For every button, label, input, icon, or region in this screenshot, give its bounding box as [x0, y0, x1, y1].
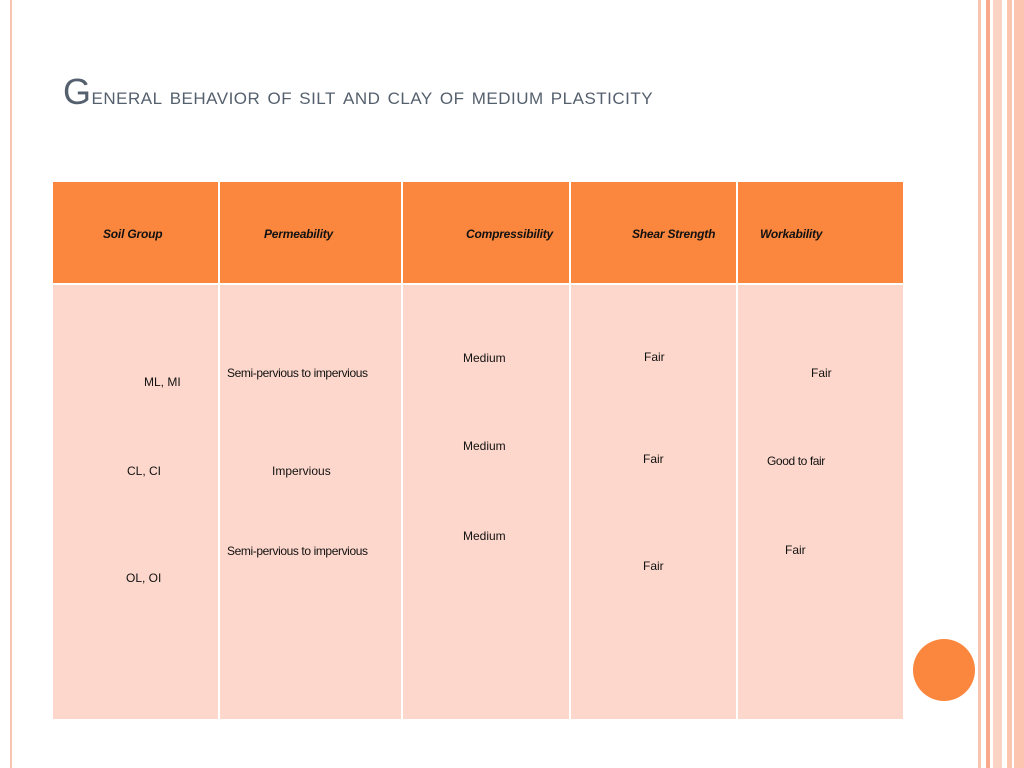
header-cell-soil-group: Soil Group — [51, 180, 220, 285]
header-cell-compressibility: Compressibility — [401, 180, 571, 285]
table-header-row: Soil Group Permeability Compressibility … — [51, 180, 905, 285]
permeability-ol-oi: Semi-pervious to impervious — [227, 544, 368, 558]
header-workability: Workability — [760, 227, 823, 241]
table-row: ML, MI CL, CI OL, OI Semi-pervious to im… — [51, 283, 905, 721]
permeability-cl-ci: Impervious — [272, 464, 331, 478]
soil-group-cell: ML, MI CL, CI OL, OI — [51, 283, 220, 721]
header-cell-shear-strength: Shear Strength — [569, 180, 738, 285]
title-initial: G — [63, 71, 92, 112]
workability-ml-mi: Fair — [811, 366, 832, 380]
shear-strength-ml-mi: Fair — [644, 350, 665, 364]
compressibility-cl-ci: Medium — [463, 439, 506, 453]
decorative-stripe — [1012, 0, 1014, 768]
decorative-stripe — [978, 0, 981, 768]
header-permeability: Permeability — [264, 227, 333, 241]
soil-group-cl-ci: CL, CI — [127, 464, 162, 478]
header-cell-workability: Workability — [736, 180, 905, 285]
decorative-stripe — [993, 0, 1002, 768]
shear-strength-cl-ci: Fair — [643, 452, 664, 466]
permeability-ml-mi: Semi-pervious to impervious — [227, 366, 368, 380]
compressibility-ml-mi: Medium — [463, 351, 506, 365]
compressibility-cell: Medium Medium Medium — [401, 283, 571, 721]
header-compressibility: Compressibility — [466, 227, 554, 241]
workability-cl-ci: Good to fair — [767, 454, 825, 468]
decorative-stripe — [986, 0, 990, 768]
soil-group-ml-mi: ML, MI — [144, 375, 181, 389]
shear-strength-ol-oi: Fair — [643, 559, 664, 573]
workability-ol-oi: Fair — [785, 543, 806, 557]
left-border-line — [10, 0, 12, 768]
slide-title: General behavior of silt and clay of med… — [63, 70, 943, 119]
permeability-cell: Semi-pervious to impervious Impervious S… — [218, 283, 403, 721]
shear-strength-cell: Fair Fair Fair — [569, 283, 738, 721]
compressibility-ol-oi: Medium — [463, 529, 506, 543]
header-soil-group: Soil Group — [103, 227, 163, 241]
decorative-circle — [913, 639, 975, 701]
soil-behavior-table: Soil Group Permeability Compressibility … — [51, 180, 905, 721]
title-text: eneral behavior of silt and clay of medi… — [91, 83, 654, 110]
header-shear-strength: Shear Strength — [632, 227, 716, 241]
decorative-stripe — [1007, 0, 1024, 768]
header-cell-permeability: Permeability — [218, 180, 403, 285]
soil-group-ol-oi: OL, OI — [126, 571, 162, 585]
workability-cell: Fair Good to fair Fair — [736, 283, 905, 721]
